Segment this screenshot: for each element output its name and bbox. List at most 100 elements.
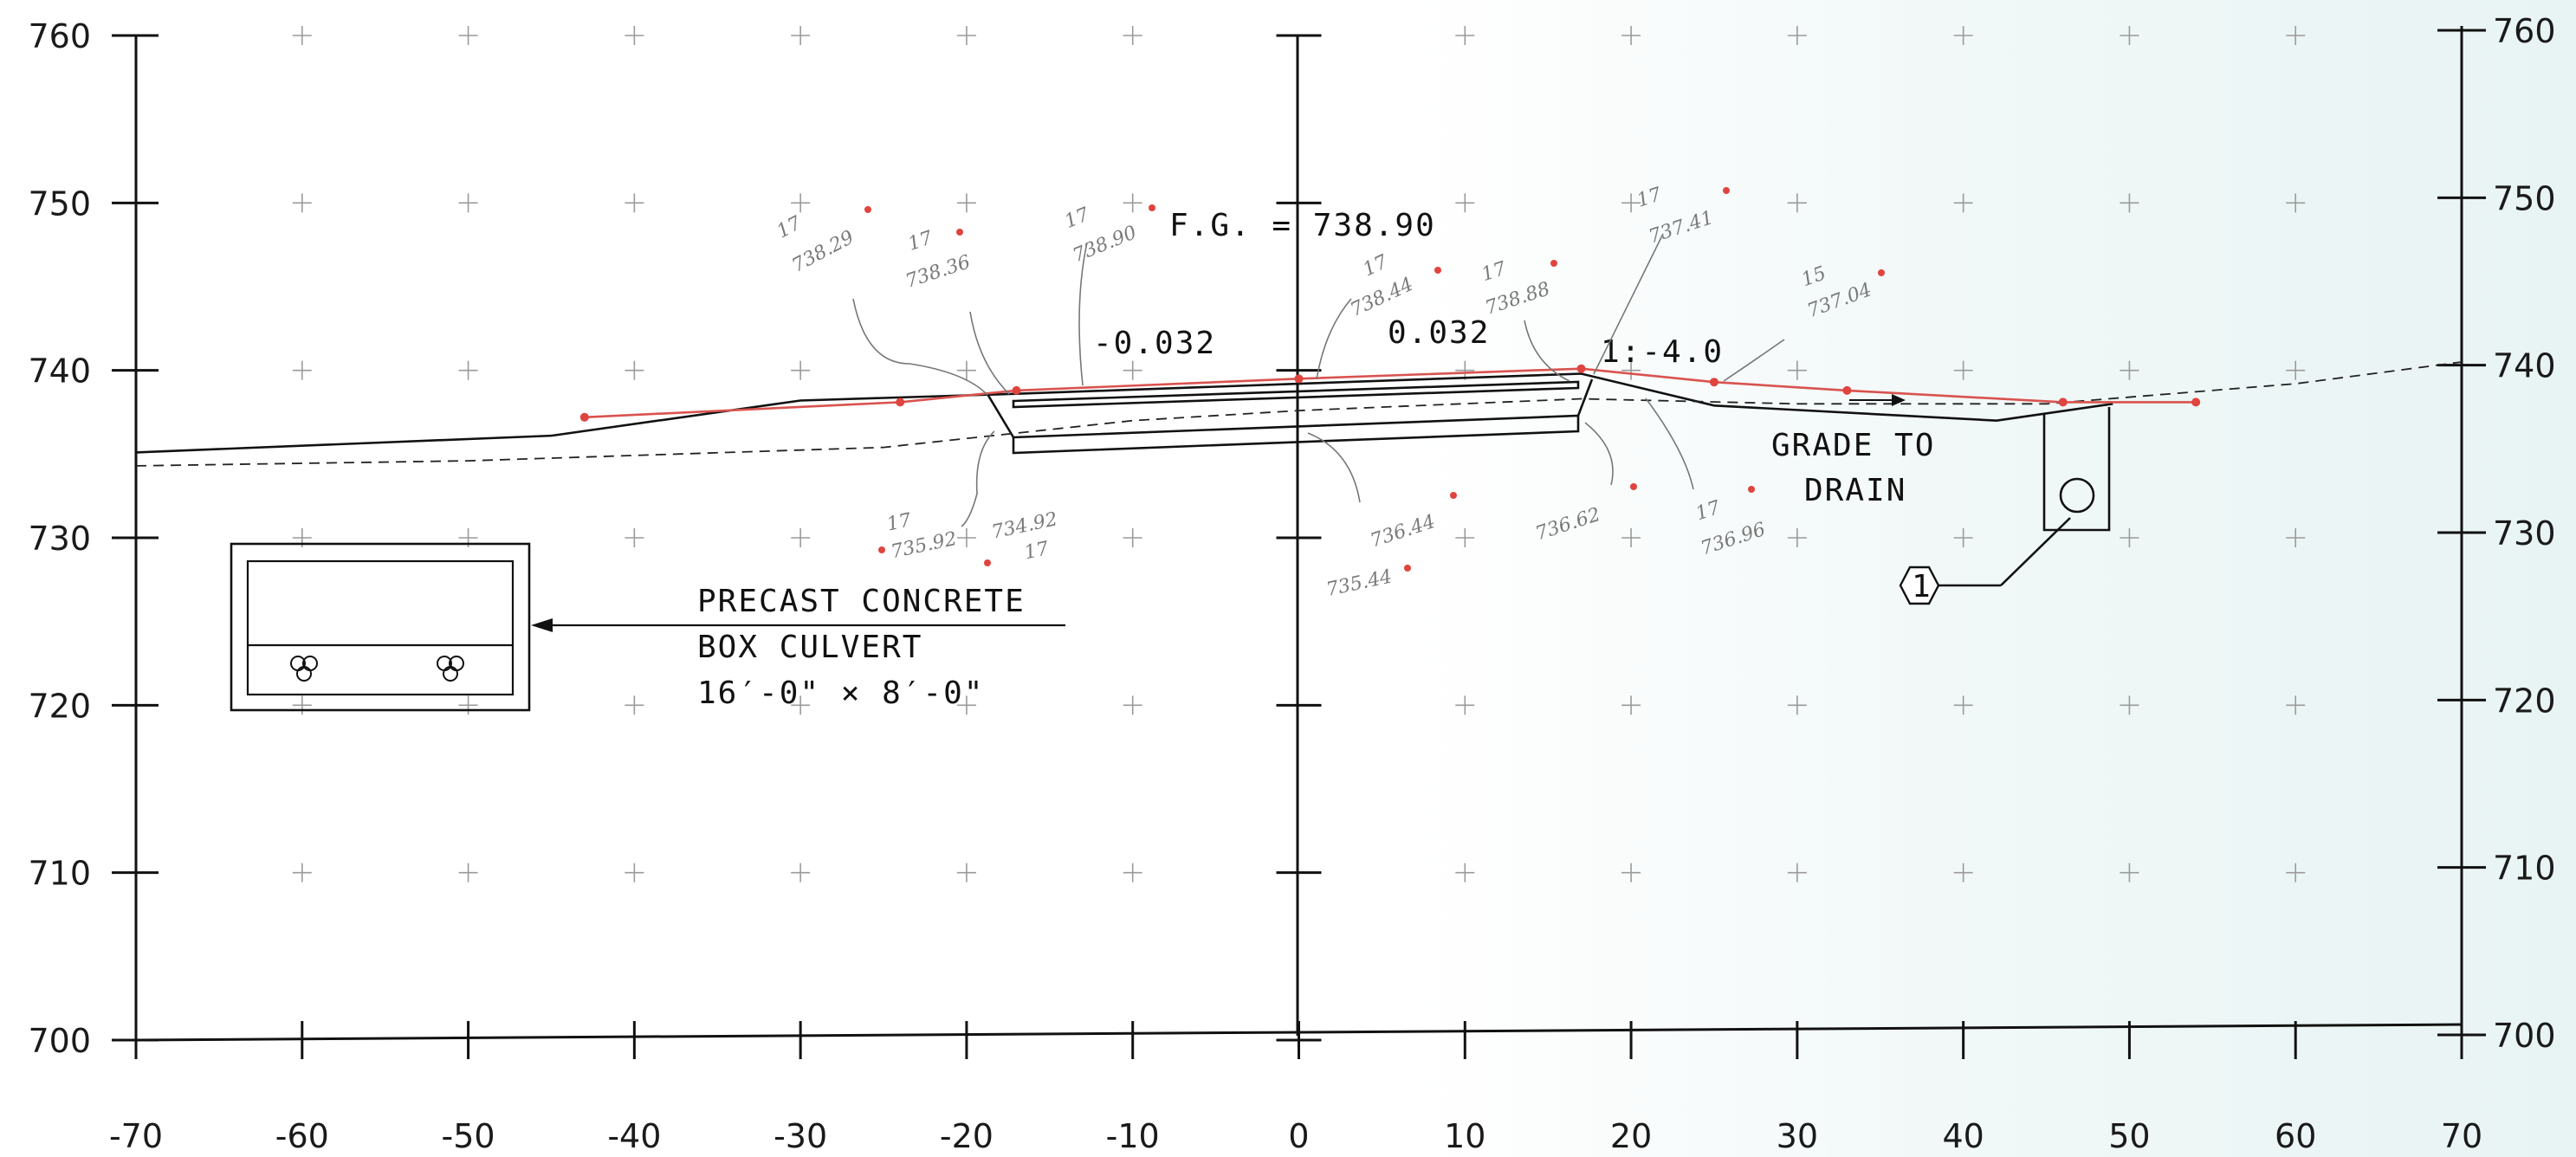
x-tick-label: -40 [607,1117,661,1155]
y-tick-label-left: 720 [28,687,91,725]
field-markup-line [584,367,2197,419]
note-dot [1404,565,1411,572]
inlet-pipe-circle [2059,477,2095,514]
culvert-leader-arrow [531,618,553,632]
slope-right-label: 0.032 [1388,315,1490,351]
culvert-label-line1: PRECAST CONCRETE [697,584,1026,619]
inlet-leader-line [2000,517,2071,586]
cad-annotations: F.G. = 738.90 -0.032 0.032 1:-4.0 GRADE … [1093,208,1935,508]
side-slope-label: 1:-4.0 [1601,334,1724,370]
inlet-box [2042,407,2111,532]
profile-series [135,361,2463,467]
note-v2: 738.36 [903,251,973,293]
note-v3: 738.90 [1070,222,1140,267]
note-leader-3 [1078,242,1088,386]
x-tick-label: -10 [1106,1117,1160,1155]
culvert-top-slab [1012,414,1580,455]
note-n5: 17 [1479,258,1509,286]
markup-point [1709,378,1718,387]
pavement-structure [986,378,1594,455]
y-tick-label-left: 760 [28,17,91,55]
note-v10: 736.44 [1368,511,1438,553]
note-v11: 735.44 [1324,566,1394,601]
note-n13: 17 [1693,497,1723,525]
y-tick-label-left: 700 [28,1022,91,1060]
note-dot [984,559,991,566]
y-tick-label-right: 700 [2493,1017,2556,1055]
note-dot [1878,269,1885,276]
note-leader-4 [1316,298,1352,380]
axes [134,26,2463,1042]
note-n7: 15 [1799,262,1829,291]
markup-point [579,412,589,422]
note-v6: 737.41 [1646,207,1716,249]
y-tick-label-right: 760 [2493,12,2556,50]
x-tick-label: -70 [109,1117,163,1155]
note-v13: 736.96 [1698,519,1768,560]
callout-number: 1 [1912,569,1932,604]
pavement-top [1012,380,1580,409]
y-tick-label-right: 710 [2493,850,2556,888]
note-dot [878,546,885,553]
existing-ground-line [135,361,2463,467]
x-tick-label: -30 [773,1117,827,1155]
y-tick-label-right: 720 [2493,682,2556,720]
markup-point [2058,398,2068,407]
note-leader-9 [1307,432,1361,503]
note-n4: 17 [1360,251,1391,281]
note-n6: 17 [1634,184,1664,211]
y-tick-label-right: 750 [2493,179,2556,217]
markup-point [1576,364,1586,373]
slab-right-edge [1576,378,1594,417]
note-dot [1434,267,1441,274]
x-tick-label: -20 [940,1117,994,1155]
note-leader-2 [969,311,1010,395]
x-tick-label: 0 [1288,1117,1309,1155]
pipe-bundle-right [437,656,464,682]
culvert-outer [230,542,531,712]
markup-point [2191,398,2201,407]
note-leader-5 [1524,320,1570,382]
markup-point [1012,385,1021,395]
x-tick-label: 40 [1942,1117,1984,1155]
note-leader-10 [1584,422,1614,486]
markup-point [896,398,905,407]
finished-grade-label: F.G. = 738.90 [1169,208,1436,243]
note-v9: 734.92 [990,508,1059,543]
note-n8: 17 [885,509,914,535]
note-leader-6 [1593,233,1664,375]
note-dot [1748,486,1755,493]
x-tick-label: -60 [275,1117,329,1155]
note-leader-7 [1723,339,1785,382]
y-tick-labels-right: 700 710 720 730 740 750 760 [2493,12,2556,1055]
callout-hexagon [1899,566,1940,605]
axis-ticks [112,29,2486,1059]
y-tick-label-left: 750 [28,184,91,223]
note-leader-1 [852,298,988,396]
note-n1: 17 [773,212,805,242]
note-n2: 17 [905,227,935,255]
note-v5: 738.88 [1483,278,1553,320]
markup-point [1842,385,1852,395]
note-dot [1450,492,1457,499]
culvert-label-line3: 16′-0" × 8′-0" [697,675,984,711]
note-dot [1723,187,1730,194]
y-tick-label-left: 710 [28,855,91,893]
slab-left-edge [986,393,1015,438]
box-culvert-detail: PRECAST CONCRETE BOX CULVERT 16′-0" × 8′… [230,542,1065,712]
x-tick-label: 30 [1777,1117,1818,1155]
x-tick-label: 50 [2108,1117,2150,1155]
note-v4: 738.44 [1347,274,1416,321]
grid-crosses [292,26,2306,882]
grade-to-drain-line1: GRADE TO [1771,428,1935,463]
drainage-inlet: 1 [1899,407,2111,605]
drain-direction-arrowhead [1892,394,1906,406]
note-dot [864,206,871,213]
pipe-bundle-left [290,656,318,682]
x-tick-label: -50 [442,1117,495,1155]
markup-point [1294,374,1304,384]
x-tick-label: 70 [2441,1117,2482,1155]
note-dot [1550,260,1557,267]
